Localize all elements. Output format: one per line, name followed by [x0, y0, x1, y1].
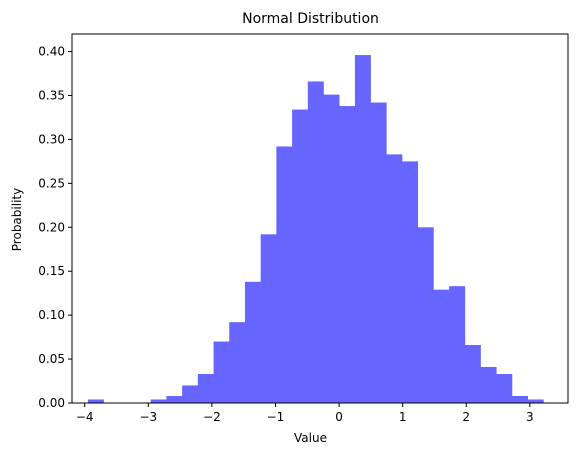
histogram-bar — [386, 154, 403, 403]
histogram-bar — [417, 227, 434, 403]
y-tick-label: 0.00 — [38, 396, 65, 410]
y-tick-label: 0.25 — [38, 176, 65, 190]
x-tick-label: 1 — [399, 410, 407, 424]
histogram-bar — [354, 55, 371, 403]
plot-frame — [71, 33, 569, 404]
histogram-bar — [402, 161, 419, 403]
y-tick-label: 0.20 — [38, 220, 65, 234]
histogram-bar — [166, 395, 183, 403]
y-axis-label: Probability — [10, 188, 24, 251]
histogram-bar — [87, 399, 104, 403]
x-axis-label: Value — [294, 431, 327, 445]
x-tick-label: −2 — [203, 410, 221, 424]
y-tick-label: 0.10 — [38, 308, 65, 322]
y-tick-label: 0.35 — [38, 89, 65, 103]
histogram-bar — [307, 81, 324, 403]
histogram-bar — [496, 374, 513, 403]
histogram-bar — [527, 399, 544, 403]
y-tick-label: 0.05 — [38, 352, 65, 366]
x-tick-label: 2 — [462, 410, 470, 424]
histogram-bar — [260, 234, 277, 403]
histogram-bar — [244, 281, 261, 403]
histogram-bar — [276, 146, 293, 403]
histogram-bar — [433, 289, 450, 403]
histogram-bar — [229, 322, 246, 403]
y-tick-label: 0.15 — [38, 264, 65, 278]
histogram-bar — [480, 366, 497, 403]
y-tick-label: 0.30 — [38, 132, 65, 146]
histogram-bar — [464, 345, 481, 403]
x-axis-ticks: −4 −3 −2 −1 0 1 2 3 — [76, 403, 534, 424]
y-axis-ticks: 0.00 0.05 0.10 0.15 0.20 0.25 0.30 0.35 0.40 — [38, 45, 72, 410]
histogram-bar — [339, 106, 356, 404]
histogram-bars — [87, 55, 544, 404]
x-tick-label: −4 — [76, 410, 94, 424]
x-tick-label: 3 — [526, 410, 534, 424]
histogram-bar — [182, 385, 199, 403]
histogram-bar — [150, 399, 167, 403]
histogram-bar — [292, 109, 309, 404]
histogram-bar — [323, 94, 340, 403]
x-tick-label: −1 — [267, 410, 285, 424]
histogram-bar — [511, 395, 528, 403]
x-tick-label: −3 — [139, 410, 157, 424]
chart-title: Normal Distribution — [242, 11, 379, 27]
histogram-bar — [449, 286, 466, 403]
histogram-bar — [213, 341, 230, 403]
histogram-bar — [197, 374, 214, 403]
y-tick-label: 0.40 — [38, 45, 65, 59]
histogram-bar — [370, 102, 387, 404]
x-tick-label: 0 — [335, 410, 343, 424]
